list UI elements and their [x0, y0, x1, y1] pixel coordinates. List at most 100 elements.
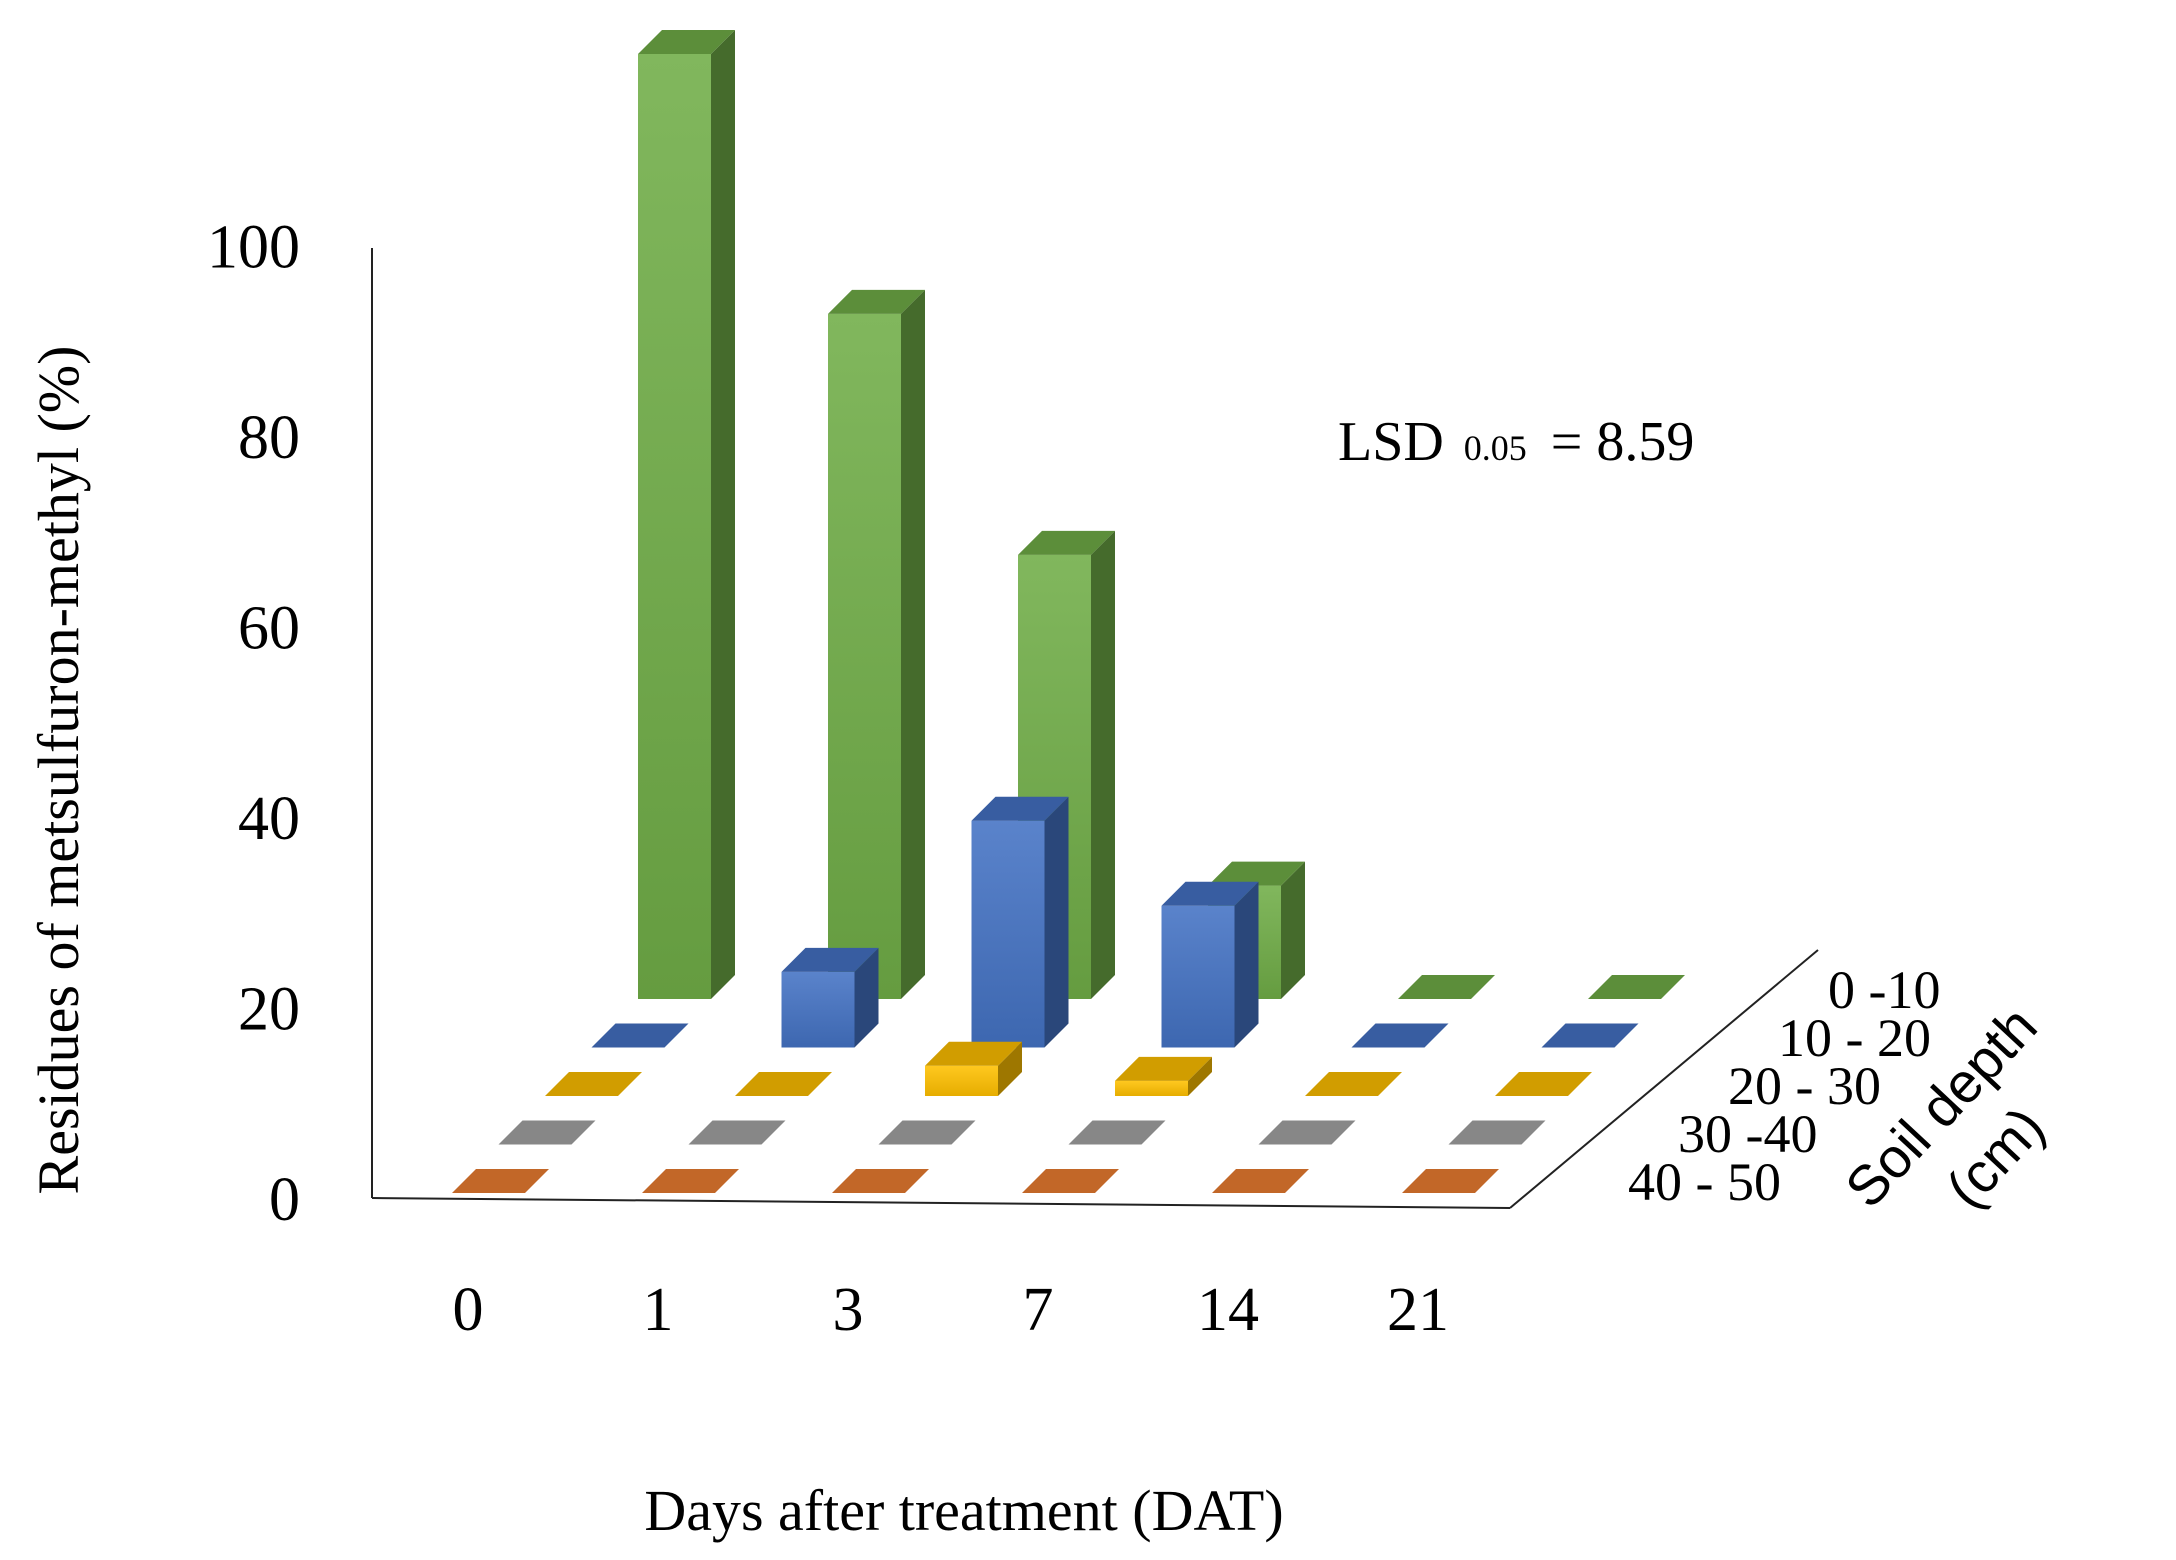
x-tick-label: 3 [833, 1276, 864, 1344]
bar-30-40-day-7 [1068, 1120, 1166, 1145]
bar-20-30-day-14 [1305, 1072, 1402, 1096]
bar-top-face [591, 1023, 689, 1048]
bar-top-face [925, 1041, 1022, 1066]
bar-0-10-day-14 [1398, 975, 1495, 999]
bar-10-20-day-21 [1541, 1023, 1639, 1048]
bar-side-face [1281, 861, 1305, 999]
bar-40-50-day-0 [452, 1169, 549, 1193]
bar-top-face [1588, 975, 1685, 999]
legend-depth-label: 10 - 20 [1778, 1008, 1931, 1068]
bar-front-face [638, 54, 711, 999]
bar-top-face [1022, 1169, 1119, 1193]
bar-20-30-day-3 [925, 1041, 1022, 1096]
bar-top-face [498, 1120, 596, 1145]
x-axis-label: Days after treatment (DAT) [644, 1478, 1283, 1543]
bar-top-face [1305, 1072, 1402, 1096]
bar-top-face [688, 1120, 786, 1145]
bar-side-face [1234, 881, 1259, 1048]
bar-top-face [1351, 1023, 1449, 1048]
legend-depth-label: 40 - 50 [1628, 1152, 1781, 1212]
bar-20-30-day-7 [1115, 1056, 1212, 1096]
x-axis-line [371, 1197, 1511, 1209]
bar-40-50-day-14 [1212, 1169, 1309, 1193]
y-axis-label: Residues of metsulfuron-methyl (%) [26, 346, 91, 1195]
bar-20-30-day-0 [545, 1072, 642, 1096]
bar-40-50-day-7 [1022, 1169, 1119, 1193]
x-tick-label: 14 [1197, 1276, 1259, 1344]
bar-top-face [452, 1169, 549, 1193]
bar-10-20-day-3 [971, 796, 1069, 1048]
x-tick-label: 1 [643, 1276, 674, 1344]
bar-top-face [1402, 1169, 1499, 1193]
bar-front-face [925, 1065, 998, 1096]
bar-top-face [1398, 975, 1495, 999]
bar-side-face [998, 1041, 1022, 1096]
bar-10-20-day-14 [1351, 1023, 1449, 1048]
bar-front-face [1115, 1080, 1188, 1096]
bar-side-face [711, 30, 735, 999]
bar-top-face [1541, 1023, 1639, 1048]
bar-top-face [878, 1120, 976, 1145]
y-tick-label: 100 [207, 214, 300, 282]
bar-front-face [971, 820, 1045, 1048]
bar-front-face [1161, 905, 1235, 1048]
chart-walls [371, 248, 1819, 1209]
legend-depth-label: 20 - 30 [1728, 1056, 1881, 1116]
bar-top-face [545, 1072, 642, 1096]
bar-10-20-day-7 [1161, 881, 1259, 1048]
bar-top-face [1068, 1120, 1166, 1145]
bar-top-face [1115, 1056, 1212, 1081]
bar-top-face [1495, 1072, 1592, 1096]
annotation-lsd: LSD 0.05 = 8.59 [1338, 411, 1694, 473]
x-tick-label: 0 [453, 1276, 484, 1344]
bar-30-40-day-1 [688, 1120, 786, 1145]
bar-0-10-day-0 [638, 30, 735, 999]
x-tick-label: 21 [1387, 1276, 1449, 1344]
legend-depth-label: 0 -10 [1828, 960, 1940, 1020]
bar-top-face [638, 30, 735, 54]
bar-20-30-day-21 [1495, 1072, 1592, 1096]
bar-30-40-day-3 [878, 1120, 976, 1145]
depth-axis-line [1509, 949, 1819, 1209]
bar-side-face [854, 947, 879, 1048]
bar-side-face [1188, 1056, 1212, 1096]
bar-top-face [781, 947, 879, 972]
legend-depth-label: 30 -40 [1678, 1104, 1817, 1164]
bar-20-30-day-1 [735, 1072, 832, 1096]
bar-front-face [828, 313, 901, 999]
bar-top-face [828, 289, 925, 314]
bar-30-40-day-14 [1258, 1120, 1356, 1145]
y-tick-label: 80 [238, 404, 300, 472]
bar-top-face [971, 796, 1069, 821]
bar-0-10-day-3 [1018, 530, 1115, 999]
bar-group [452, 30, 1685, 1193]
y-tick-label: 0 [269, 1166, 300, 1234]
bar-top-face [1018, 530, 1115, 555]
bar-front-face [781, 971, 855, 1048]
bar-40-50-day-3 [832, 1169, 929, 1193]
y-tick-label: 60 [238, 595, 300, 663]
bar-side-face [1091, 530, 1115, 999]
y-tick-label: 20 [238, 976, 300, 1044]
bar-top-face [1212, 1169, 1309, 1193]
bar-0-10-day-1 [828, 289, 925, 999]
bar-top-face [735, 1072, 832, 1096]
bar-top-face [832, 1169, 929, 1193]
bar-30-40-day-0 [498, 1120, 596, 1145]
bar-side-face [1044, 796, 1069, 1048]
bar-top-face [1448, 1120, 1546, 1145]
bar-top-face [1208, 861, 1305, 886]
bar-side-face [901, 289, 925, 999]
bar-top-face [1258, 1120, 1356, 1145]
bar-top-face [1161, 881, 1259, 906]
bar-40-50-day-1 [642, 1169, 739, 1193]
bar-10-20-day-1 [781, 947, 879, 1048]
y-tick-label: 40 [238, 785, 300, 853]
bar-40-50-day-21 [1402, 1169, 1499, 1193]
bar-0-10-day-21 [1588, 975, 1685, 999]
bar-30-40-day-21 [1448, 1120, 1546, 1145]
x-tick-label: 7 [1023, 1276, 1054, 1344]
bar-10-20-day-0 [591, 1023, 689, 1048]
